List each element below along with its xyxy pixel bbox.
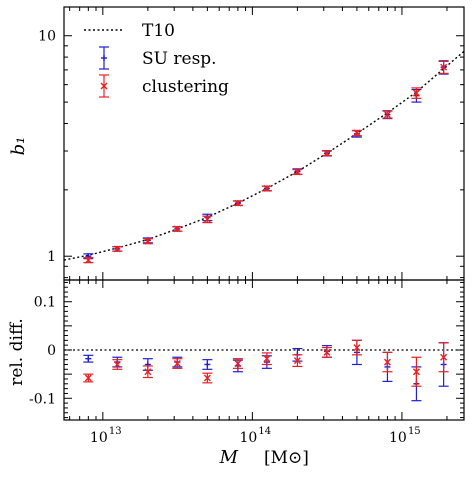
clustering-top-point-marker <box>412 89 420 97</box>
clustering-bottom-point-marker <box>440 353 448 361</box>
clustering-bottom-point-marker <box>263 355 271 363</box>
clustering-top-point-marker <box>203 215 211 223</box>
bottom-y-tick-label: 0 <box>47 343 56 359</box>
x-tick-label: 10 <box>90 430 108 446</box>
top-panel: 1 10 T10 SU resp. clustering <box>38 6 465 281</box>
top-y-tick-label: 10 <box>38 29 56 45</box>
clustering-top-point-marker <box>263 184 271 192</box>
legend-clustering-label: clustering <box>142 77 229 97</box>
top-panel-frame <box>63 6 465 281</box>
bottom-y-tick-label: 0.1 <box>34 295 56 311</box>
x-tick-label: 10 <box>239 430 257 446</box>
clustering-top-point-marker <box>173 225 181 233</box>
clustering-bottom-point-marker <box>323 348 331 356</box>
clustering-bottom-point-marker <box>383 358 391 366</box>
legend-t10-label: T10 <box>142 21 175 41</box>
x-axis-label: M <box>219 447 239 468</box>
clustering-bottom-point-marker <box>412 368 420 376</box>
clustering-top-point-marker <box>440 63 448 71</box>
x-tick-label-exponent: 14 <box>258 426 271 437</box>
clustering-bottom-point-marker <box>234 360 242 368</box>
clustering-top-point-marker <box>293 168 301 176</box>
bottom-y-tick-label: -0.1 <box>29 391 56 407</box>
clustering-top-point-marker <box>383 111 391 119</box>
x-tick-label: 10 <box>389 430 407 446</box>
y-axis-label-top: b₁ <box>8 137 29 156</box>
y-axis-label-bottom: rel. diff. <box>7 318 27 386</box>
clustering-bottom-point-marker <box>84 374 92 382</box>
clustering-top-point-marker <box>323 149 331 157</box>
clustering-top-point-marker <box>144 237 152 245</box>
series-t10-line <box>63 50 465 261</box>
clustering-bottom-point-marker <box>113 360 121 368</box>
clustering-top-point-marker <box>353 129 361 137</box>
clustering-bottom-point-marker <box>353 344 361 352</box>
x-tick-label-exponent: 13 <box>109 426 122 437</box>
clustering-bottom-point-marker <box>144 368 152 376</box>
legend-clustering-swatch-marker <box>100 82 108 90</box>
x-tick-label-exponent: 15 <box>408 426 421 437</box>
clustering-bottom-point-marker <box>203 374 211 382</box>
clustering-bottom-point-marker <box>293 357 301 365</box>
clustering-bottom-point-marker <box>173 360 181 368</box>
clustering-top-point-marker <box>84 256 92 264</box>
top-y-tick-label: 1 <box>47 249 56 265</box>
bottom-panel: 0.10-0.110 13 10 14 10 15 <box>29 279 465 446</box>
legend-su-resp-label: SU resp. <box>142 49 217 69</box>
clustering-top-point-marker <box>234 199 242 207</box>
x-axis-unit: [M⊙] <box>264 448 309 468</box>
clustering-top-point-marker <box>113 245 121 253</box>
